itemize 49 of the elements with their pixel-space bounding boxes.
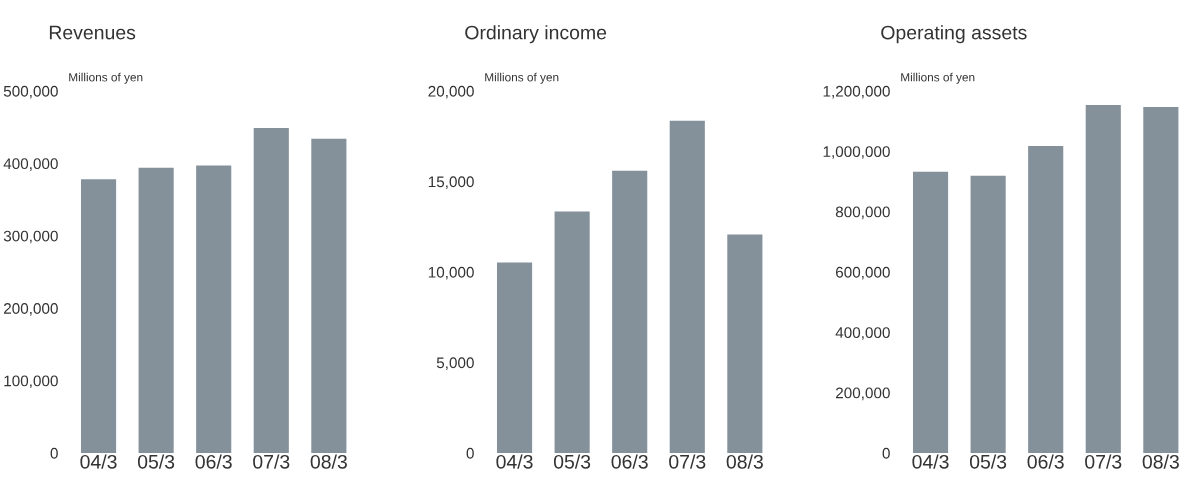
y-tick-label: 1,000,000 — [823, 146, 890, 159]
y-tick-label: 0 — [50, 447, 58, 459]
x-tick-label: 06/3 — [1027, 454, 1064, 469]
y-tick-label: 0 — [466, 447, 474, 459]
bar — [727, 234, 763, 453]
x-tick-label: 07/3 — [669, 454, 706, 469]
bar — [1143, 106, 1179, 453]
x-tick-label: 04/3 — [80, 454, 117, 469]
x-tick-label: 08/3 — [310, 454, 347, 469]
x-tick-label: 05/3 — [969, 454, 1007, 469]
bar — [496, 262, 533, 453]
x-tick-label: 05/3 — [553, 454, 591, 469]
y-tick-label: 10,000 — [428, 266, 474, 280]
x-tick-label: 06/3 — [195, 454, 232, 469]
chart-title: Ordinary income — [465, 25, 607, 44]
x-tick-label: 05/3 — [137, 454, 175, 469]
bar — [612, 170, 648, 453]
y-tick-label: 5,000 — [436, 357, 474, 370]
y-tick-label: 100,000 — [4, 375, 58, 389]
bar — [669, 120, 705, 453]
y-axis-title: Millions of yen — [485, 72, 559, 84]
x-tick-label: 08/3 — [1142, 454, 1179, 469]
x-tick-label: 06/3 — [611, 454, 648, 469]
bar — [1028, 145, 1064, 453]
y-tick-label: 0 — [882, 447, 890, 459]
y-tick-label: 200,000 — [3, 303, 58, 316]
y-tick-label: 300,000 — [3, 230, 58, 244]
bar — [554, 211, 590, 453]
y-tick-label: 200,000 — [835, 387, 890, 401]
bar — [912, 171, 949, 453]
y-axis-title: Millions of yen — [901, 72, 975, 84]
chart-title: Operating assets — [881, 25, 1027, 44]
bar — [970, 175, 1006, 453]
y-tick-label: 400,000 — [3, 158, 58, 171]
y-tick-label: 1,200,000 — [823, 85, 890, 99]
y-axis-title: Millions of yen — [69, 72, 143, 84]
y-tick-label: 15,000 — [428, 176, 474, 189]
x-tick-label: 04/3 — [912, 454, 949, 469]
y-tick-label: 500,000 — [3, 85, 58, 99]
x-tick-label: 07/3 — [253, 454, 290, 469]
bar — [1085, 104, 1121, 453]
y-tick-label: 800,000 — [835, 206, 890, 220]
x-tick-label: 07/3 — [1085, 454, 1122, 469]
y-tick-label: 20,000 — [428, 85, 474, 99]
y-tick-label: 400,000 — [835, 327, 890, 340]
x-tick-label: 08/3 — [726, 454, 763, 469]
chart-title: Revenues — [49, 25, 136, 40]
x-tick-label: 04/3 — [496, 454, 533, 469]
y-tick-label: 600,000 — [836, 266, 890, 280]
